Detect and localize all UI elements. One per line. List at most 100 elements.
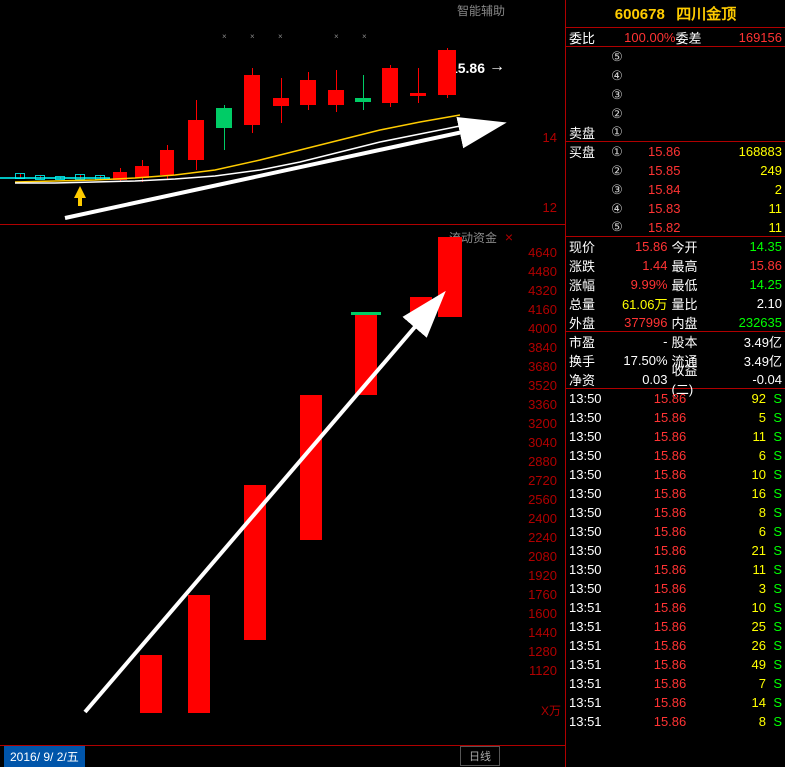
tick-row[interactable]: 13:5015.865S: [566, 408, 785, 427]
tick-row[interactable]: 13:5115.8626S: [566, 636, 785, 655]
candle[interactable]: [273, 98, 289, 106]
tick-row[interactable]: 13:5015.868S: [566, 503, 785, 522]
tick-row[interactable]: 13:5015.866S: [566, 446, 785, 465]
y-tick: 4640: [528, 245, 557, 260]
candle[interactable]: [300, 80, 316, 105]
upper-y-axis: 14 12: [511, 0, 561, 224]
quote-panel: 600678 四川金顶 委比 100.00% 委差 169156 ⑤④③②卖盘①…: [565, 0, 785, 767]
ask-row[interactable]: ③: [566, 85, 785, 104]
marker-dot: ×: [362, 32, 367, 41]
ask-row[interactable]: ②: [566, 104, 785, 123]
tick-row[interactable]: 13:5015.8610S: [566, 465, 785, 484]
candle[interactable]: [95, 175, 105, 180]
flow-bar[interactable]: [438, 237, 462, 317]
lower-overlay: [0, 225, 565, 745]
stock-name: 四川金顶: [676, 6, 736, 23]
candle[interactable]: [75, 174, 85, 180]
candle[interactable]: [55, 176, 65, 180]
stock-header[interactable]: 600678 四川金顶: [566, 0, 785, 28]
y-tick: 2720: [528, 473, 557, 488]
stat-row: 涨跌1.44最高15.86: [566, 256, 785, 275]
flow-bar[interactable]: [140, 655, 162, 713]
capital-flow-chart[interactable]: 流动资金 × 464044804320416040003840368035203…: [0, 225, 565, 745]
weibi-value: 100.00%: [622, 30, 675, 45]
y-tick: 1120: [529, 663, 557, 678]
candle[interactable]: [135, 166, 149, 178]
stat-row: 总量61.06万量比2.10: [566, 294, 785, 313]
candle[interactable]: [216, 108, 232, 128]
candle[interactable]: [35, 175, 45, 180]
tick-row[interactable]: 13:5115.868S: [566, 712, 785, 731]
marker-dot: ×: [334, 32, 339, 41]
bid-row[interactable]: ③15.842: [566, 180, 785, 199]
candle[interactable]: [15, 173, 25, 179]
marker-dot: ×: [250, 32, 255, 41]
ask-row[interactable]: ④: [566, 66, 785, 85]
candle[interactable]: [328, 90, 344, 105]
tick-row[interactable]: 13:5115.867S: [566, 674, 785, 693]
stat-row: 净资0.03收益(二)-0.04: [566, 370, 785, 389]
stock-code: 600678: [615, 6, 665, 23]
app-root: 智能辅助 15.86 → 1412 ××××× 流动资金 ×: [0, 0, 785, 767]
y-tick: 4000: [528, 321, 557, 336]
y-tick: 12: [543, 200, 557, 215]
weicha-value: 169156: [729, 30, 782, 45]
y-tick: 3520: [528, 378, 557, 393]
flow-bar[interactable]: [410, 297, 432, 322]
tick-row[interactable]: 13:5115.8610S: [566, 598, 785, 617]
tick-row[interactable]: 13:5015.8611S: [566, 560, 785, 579]
bid-row[interactable]: ⑤15.8211: [566, 218, 785, 237]
stat-row: 涨幅9.99%最低14.25: [566, 275, 785, 294]
candlestick-chart[interactable]: 智能辅助 15.86 → 1412 ×××××: [0, 0, 565, 225]
ask-row[interactable]: 卖盘①: [566, 123, 785, 142]
flow-bar[interactable]: [355, 315, 377, 395]
y-tick: 3360: [528, 397, 557, 412]
weicha-label: 委差: [676, 28, 729, 47]
flow-bar[interactable]: [300, 395, 322, 540]
y-tick: 3680: [528, 359, 557, 374]
arrow-right-icon: →: [489, 58, 505, 76]
candle[interactable]: [188, 120, 204, 160]
bid-row[interactable]: 买盘①15.86168883: [566, 142, 785, 161]
y-tick: 4480: [528, 264, 557, 279]
tick-row[interactable]: 13:5115.8649S: [566, 655, 785, 674]
bid-levels: 买盘①15.86168883②15.85249③15.842④15.8311⑤1…: [566, 142, 785, 237]
y-unit-label: X万: [541, 702, 561, 719]
candle[interactable]: [410, 93, 426, 96]
y-tick: 1280: [528, 644, 557, 659]
ask-row[interactable]: ⑤: [566, 47, 785, 66]
weibi-label: 委比: [569, 28, 622, 47]
tick-row[interactable]: 13:5015.8616S: [566, 484, 785, 503]
bid-row[interactable]: ②15.85249: [566, 161, 785, 180]
candle[interactable]: [160, 150, 174, 175]
bid-row[interactable]: ④15.8311: [566, 199, 785, 218]
marker-dot: ×: [278, 32, 283, 41]
candle[interactable]: [244, 75, 260, 125]
candle[interactable]: [355, 98, 371, 102]
ask-levels: ⑤④③②卖盘①: [566, 47, 785, 142]
chart-panel: 智能辅助 15.86 → 1412 ××××× 流动资金 ×: [0, 0, 565, 767]
marker-dot: ×: [222, 32, 227, 41]
tick-list[interactable]: 13:5015.8692S13:5015.865S13:5015.8611S13…: [566, 389, 785, 767]
tick-row[interactable]: 13:5015.866S: [566, 522, 785, 541]
y-tick: 4160: [528, 302, 557, 317]
y-tick: 1920: [528, 568, 557, 583]
tick-row[interactable]: 13:5015.863S: [566, 579, 785, 598]
flow-bar[interactable]: [188, 595, 210, 713]
y-tick: 3840: [528, 340, 557, 355]
tick-row[interactable]: 13:5115.8625S: [566, 617, 785, 636]
tick-row[interactable]: 13:5015.8611S: [566, 427, 785, 446]
timeframe-tab[interactable]: 日线: [460, 746, 500, 766]
tick-row[interactable]: 13:5015.8692S: [566, 389, 785, 408]
y-tick: 2400: [528, 511, 557, 526]
y-tick: 1440: [528, 625, 557, 640]
candle[interactable]: [113, 172, 127, 180]
tick-row[interactable]: 13:5015.8621S: [566, 541, 785, 560]
candle[interactable]: [438, 50, 456, 95]
candle[interactable]: [382, 68, 398, 103]
date-display[interactable]: 2016/ 9/ 2/五: [4, 746, 85, 767]
y-tick: 14: [543, 130, 557, 145]
flow-bar[interactable]: [244, 485, 266, 640]
tick-row[interactable]: 13:5115.8614S: [566, 693, 785, 712]
y-tick: 3040: [528, 435, 557, 450]
